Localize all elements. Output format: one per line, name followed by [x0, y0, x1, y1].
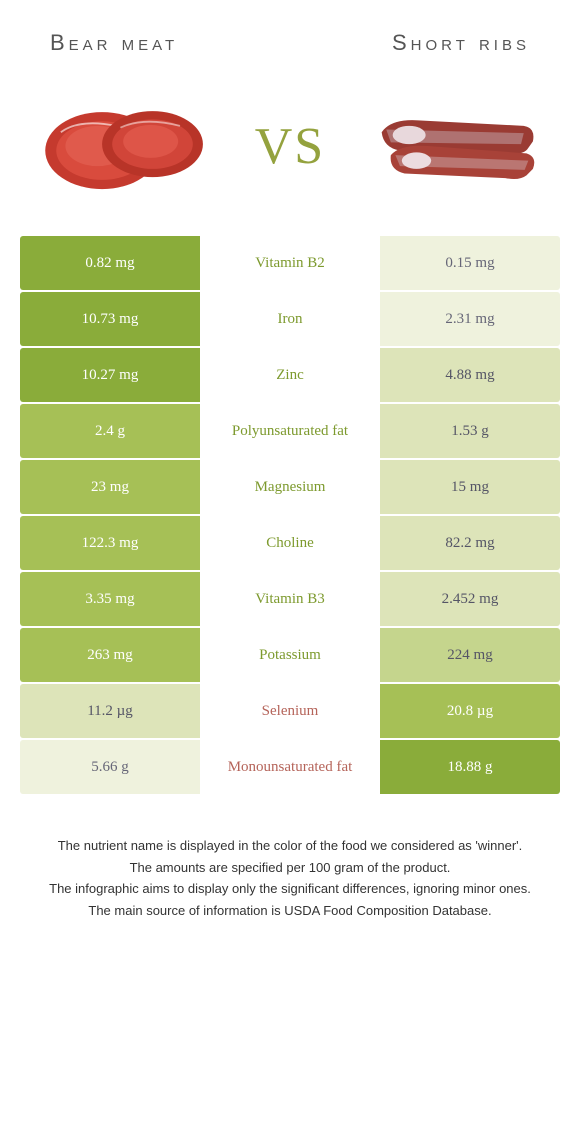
right-value: 15 mg [380, 460, 560, 514]
footer-line: The infographic aims to display only the… [40, 879, 540, 899]
footer-line: The nutrient name is displayed in the co… [40, 836, 540, 856]
right-value: 0.15 mg [380, 236, 560, 290]
vs-label: VS [255, 117, 325, 176]
table-row: 11.2 µgSelenium20.8 µg [20, 684, 560, 740]
nutrient-table: 0.82 mgVitamin B20.15 mg10.73 mgIron2.31… [0, 236, 580, 796]
nutrient-name: Vitamin B3 [200, 572, 380, 626]
nutrient-name: Potassium [200, 628, 380, 682]
table-row: 23 mgMagnesium15 mg [20, 460, 560, 516]
left-value: 122.3 mg [20, 516, 200, 570]
footer-notes: The nutrient name is displayed in the co… [0, 796, 580, 942]
table-row: 2.4 gPolyunsaturated fat1.53 g [20, 404, 560, 460]
left-value: 10.73 mg [20, 292, 200, 346]
table-row: 0.82 mgVitamin B20.15 mg [20, 236, 560, 292]
right-value: 18.88 g [380, 740, 560, 794]
footer-line: The amounts are specified per 100 gram o… [40, 858, 540, 878]
right-value: 224 mg [380, 628, 560, 682]
nutrient-name: Vitamin B2 [200, 236, 380, 290]
table-row: 3.35 mgVitamin B32.452 mg [20, 572, 560, 628]
right-value: 1.53 g [380, 404, 560, 458]
left-value: 2.4 g [20, 404, 200, 458]
right-food-title: Short ribs [392, 30, 530, 56]
left-value: 3.35 mg [20, 572, 200, 626]
table-row: 122.3 mgCholine82.2 mg [20, 516, 560, 572]
left-value: 0.82 mg [20, 236, 200, 290]
nutrient-name: Zinc [200, 348, 380, 402]
table-row: 10.27 mgZinc4.88 mg [20, 348, 560, 404]
table-row: 5.66 gMonounsaturated fat18.88 g [20, 740, 560, 796]
right-value: 20.8 µg [380, 684, 560, 738]
nutrient-name: Monounsaturated fat [200, 740, 380, 794]
right-value: 2.31 mg [380, 292, 560, 346]
nutrient-name: Iron [200, 292, 380, 346]
left-value: 23 mg [20, 460, 200, 514]
table-row: 10.73 mgIron2.31 mg [20, 292, 560, 348]
right-value: 4.88 mg [380, 348, 560, 402]
bear-meat-image [30, 91, 220, 201]
left-value: 10.27 mg [20, 348, 200, 402]
footer-line: The main source of information is USDA F… [40, 901, 540, 921]
table-row: 263 mgPotassium224 mg [20, 628, 560, 684]
left-value: 11.2 µg [20, 684, 200, 738]
left-value: 263 mg [20, 628, 200, 682]
nutrient-name: Magnesium [200, 460, 380, 514]
short-ribs-image [360, 91, 550, 201]
nutrient-name: Selenium [200, 684, 380, 738]
right-value: 82.2 mg [380, 516, 560, 570]
vs-row: VS [0, 66, 580, 236]
left-food-title: Bear meat [50, 30, 178, 56]
left-value: 5.66 g [20, 740, 200, 794]
nutrient-name: Choline [200, 516, 380, 570]
nutrient-name: Polyunsaturated fat [200, 404, 380, 458]
header: Bear meat Short ribs [0, 0, 580, 66]
right-value: 2.452 mg [380, 572, 560, 626]
